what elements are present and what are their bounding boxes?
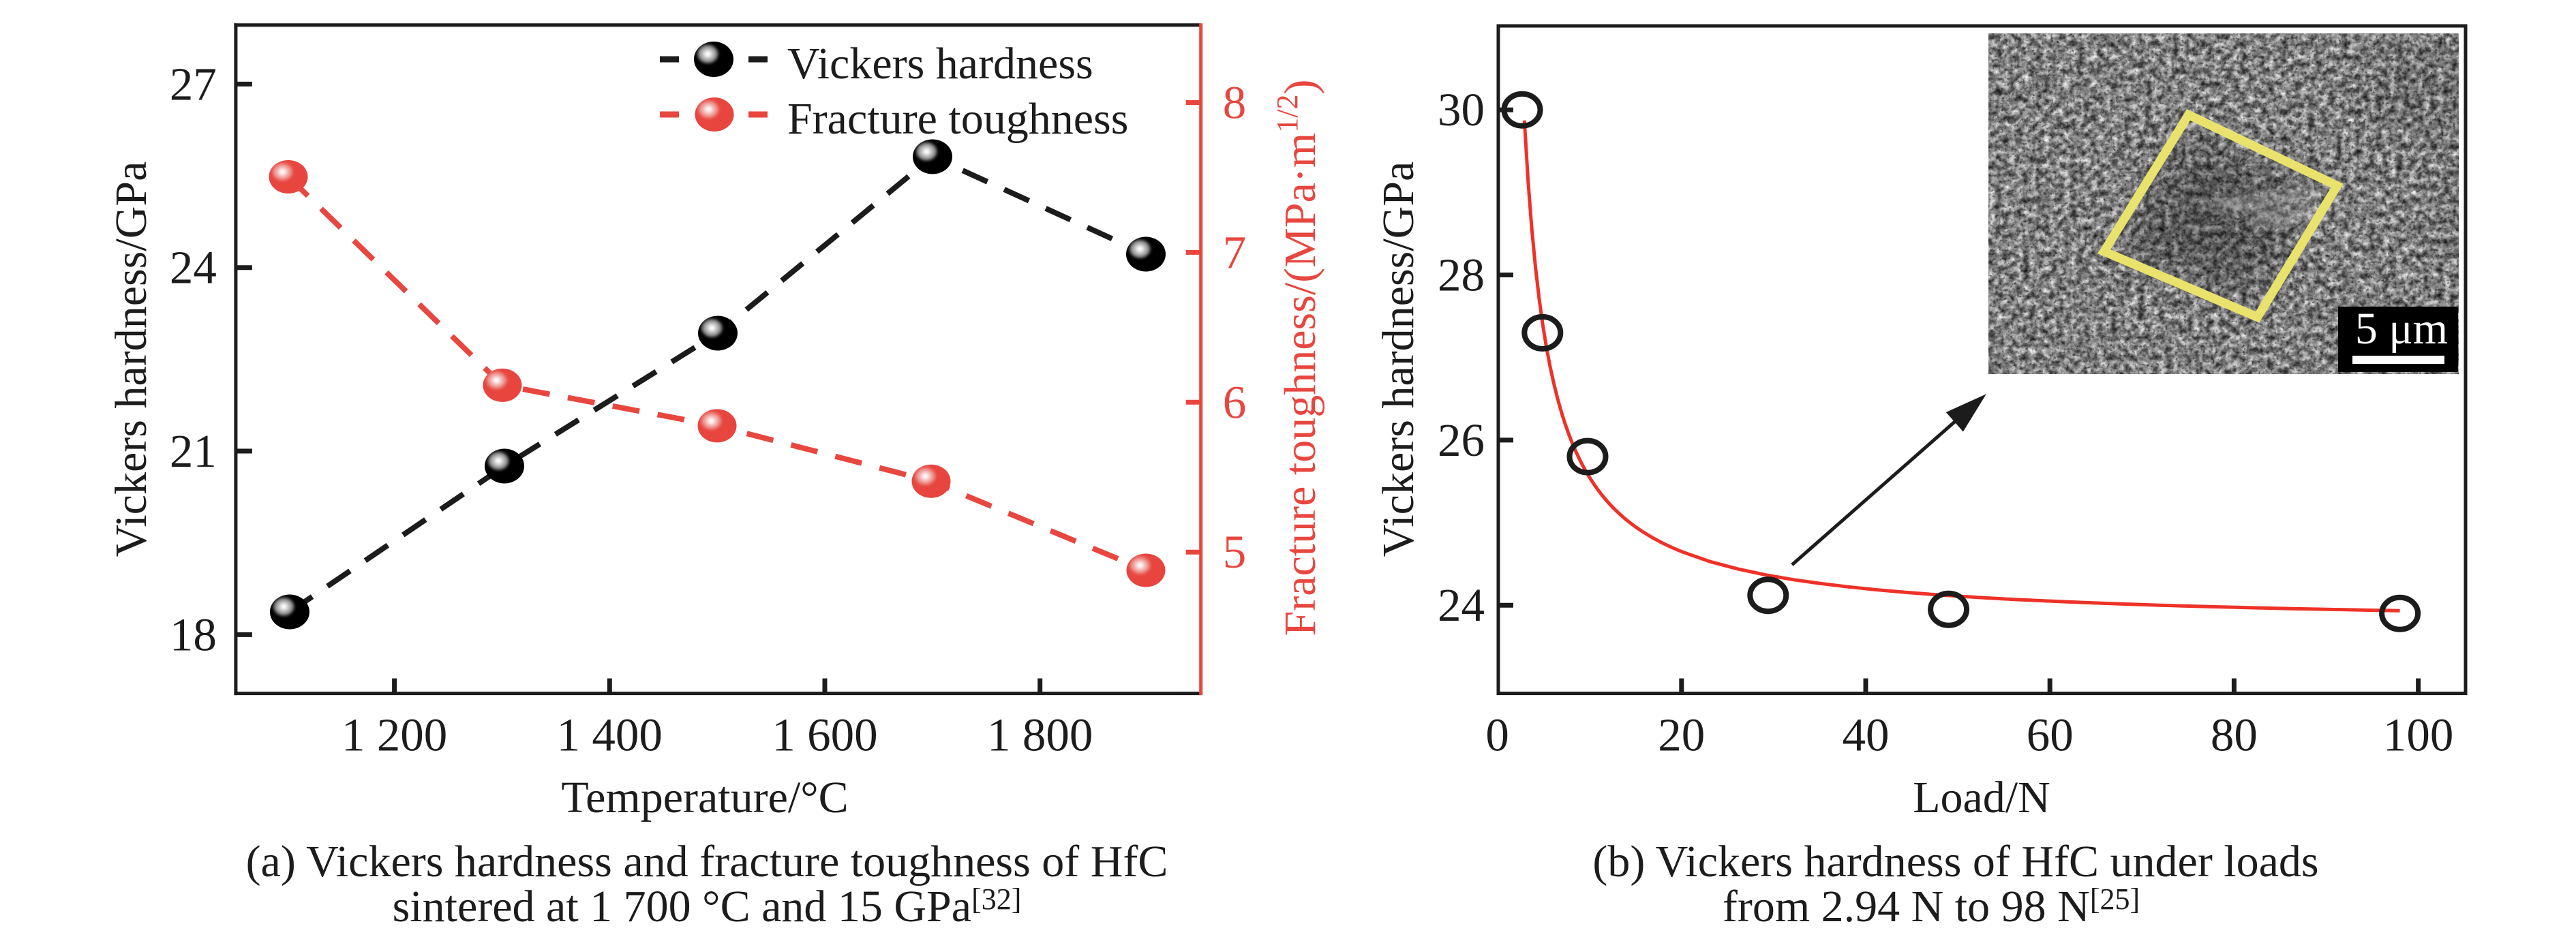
- svg-text:7: 7: [1223, 226, 1247, 278]
- svg-text:30: 30: [1438, 84, 1485, 136]
- svg-text:27: 27: [170, 58, 217, 110]
- svg-text:26: 26: [1438, 414, 1485, 466]
- svg-text:40: 40: [1843, 709, 1890, 761]
- svg-text:(a) Vickers hardness and fract: (a) Vickers hardness and fracture toughn…: [246, 837, 1168, 886]
- svg-text:Fracture toughness: Fracture toughness: [787, 94, 1128, 144]
- svg-text:6: 6: [1223, 376, 1247, 428]
- svg-text:Vickers hardness: Vickers hardness: [787, 39, 1093, 89]
- svg-text:sintered at 1 700 °C and 15 GP: sintered at 1 700 °C and 15 GPa[32]: [393, 882, 1022, 931]
- svg-text:24: 24: [1438, 579, 1485, 631]
- svg-text:60: 60: [2027, 709, 2074, 761]
- svg-text:1 600: 1 600: [772, 709, 877, 761]
- svg-text:Fracture toughness/(MPa·m1/2): Fracture toughness/(MPa·m1/2): [1271, 80, 1325, 636]
- svg-text:1 800: 1 800: [987, 709, 1093, 761]
- svg-text:Load/N: Load/N: [1913, 773, 2050, 822]
- svg-text:24: 24: [170, 242, 217, 294]
- svg-text:Vickers hardness/GPa: Vickers hardness/GPa: [1374, 161, 1423, 557]
- svg-text:(b) Vickers hardness of HfC un: (b) Vickers hardness of HfC under loads: [1592, 837, 2318, 886]
- svg-text:Temperature/°C: Temperature/°C: [561, 773, 848, 822]
- svg-text:from 2.94 N to 98 N[25]: from 2.94 N to 98 N[25]: [1723, 882, 2140, 931]
- svg-text:80: 80: [2211, 709, 2258, 761]
- svg-text:Vickers hardness/GPa: Vickers hardness/GPa: [106, 161, 156, 557]
- svg-text:18: 18: [170, 608, 217, 660]
- svg-text:8: 8: [1223, 77, 1247, 129]
- svg-text:5 μm: 5 μm: [2355, 304, 2448, 354]
- svg-text:21: 21: [170, 425, 217, 477]
- svg-text:100: 100: [2383, 709, 2454, 761]
- svg-text:20: 20: [1658, 709, 1705, 761]
- svg-text:5: 5: [1223, 526, 1247, 578]
- svg-text:1 400: 1 400: [557, 709, 663, 761]
- svg-text:1 200: 1 200: [342, 709, 447, 761]
- svg-text:28: 28: [1438, 249, 1485, 301]
- svg-text:0: 0: [1485, 709, 1509, 761]
